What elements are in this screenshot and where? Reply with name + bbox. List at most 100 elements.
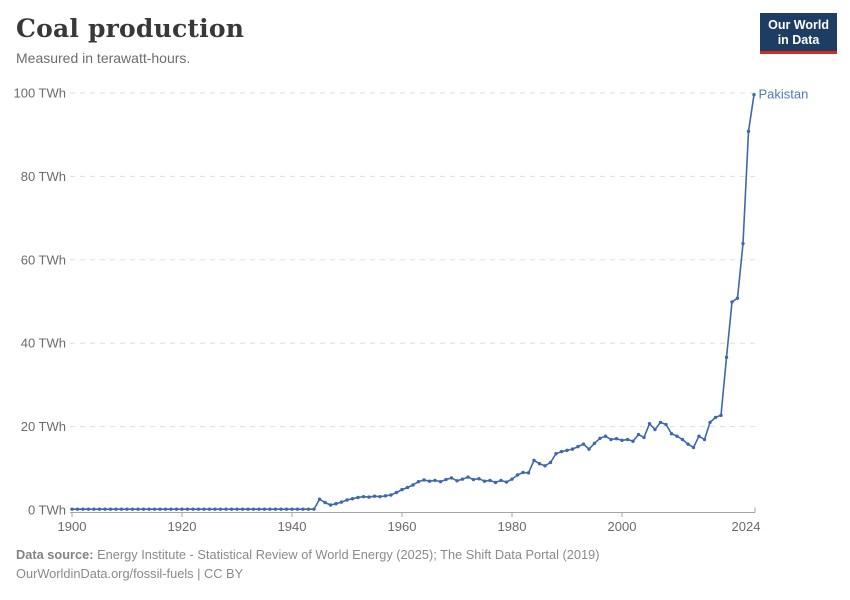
owid-logo[interactable]: Our World in Data (760, 13, 837, 54)
data-point[interactable] (268, 507, 272, 511)
data-point[interactable] (350, 497, 355, 501)
data-point[interactable] (262, 507, 267, 511)
data-point[interactable] (565, 448, 569, 453)
data-point[interactable] (400, 487, 404, 492)
data-point[interactable] (312, 507, 316, 511)
data-point[interactable] (125, 507, 129, 511)
data-point[interactable] (697, 434, 701, 438)
data-point[interactable] (229, 507, 234, 511)
data-point[interactable] (235, 507, 239, 511)
data-point[interactable] (499, 478, 503, 483)
data-point[interactable] (97, 507, 102, 511)
data-point[interactable] (345, 498, 349, 502)
data-point[interactable] (609, 437, 613, 442)
data-point[interactable] (620, 438, 624, 443)
data-point[interactable] (664, 422, 668, 427)
data-point[interactable] (367, 495, 371, 499)
data-point[interactable] (284, 507, 289, 511)
data-point[interactable] (702, 437, 707, 442)
data-point[interactable] (213, 507, 217, 511)
data-point[interactable] (191, 507, 195, 511)
data-point[interactable] (240, 507, 245, 511)
data-point[interactable] (686, 442, 690, 446)
data-point[interactable] (372, 494, 377, 498)
data-point[interactable] (279, 507, 283, 511)
data-point[interactable] (598, 436, 602, 440)
data-point[interactable] (114, 507, 118, 511)
data-point[interactable] (730, 300, 734, 304)
data-point[interactable] (625, 437, 630, 442)
data-point[interactable] (477, 477, 481, 481)
data-point[interactable] (592, 441, 597, 445)
data-point[interactable] (653, 427, 657, 432)
data-point[interactable] (317, 497, 322, 501)
data-point[interactable] (510, 477, 514, 481)
data-point[interactable] (438, 479, 443, 484)
data-point[interactable] (482, 479, 487, 483)
data-point[interactable] (669, 431, 674, 436)
data-point[interactable] (631, 439, 635, 443)
data-point[interactable] (504, 480, 509, 484)
data-point[interactable] (735, 296, 740, 300)
data-point[interactable] (515, 473, 520, 477)
data-point[interactable] (570, 447, 575, 451)
data-point[interactable] (554, 452, 558, 456)
data-point[interactable] (488, 478, 492, 483)
data-point[interactable] (152, 507, 157, 511)
data-point[interactable] (411, 483, 415, 487)
data-point[interactable] (141, 507, 146, 511)
data-point[interactable] (389, 493, 393, 497)
data-point[interactable] (218, 507, 223, 511)
data-point[interactable] (559, 449, 564, 454)
series-line-pakistan[interactable] (72, 94, 755, 510)
data-point[interactable] (301, 507, 305, 511)
data-point[interactable] (537, 462, 542, 466)
data-point[interactable] (306, 507, 311, 511)
data-point[interactable] (383, 494, 388, 498)
data-point[interactable] (713, 415, 718, 420)
data-point[interactable] (581, 442, 586, 446)
data-point[interactable] (158, 507, 162, 511)
data-point[interactable] (75, 507, 80, 511)
data-point[interactable] (273, 507, 278, 511)
data-point[interactable] (433, 478, 437, 483)
data-point[interactable] (603, 434, 608, 438)
data-point[interactable] (416, 479, 421, 484)
data-point[interactable] (169, 507, 173, 511)
data-point[interactable] (202, 507, 206, 511)
data-point[interactable] (691, 445, 696, 450)
data-point[interactable] (455, 479, 459, 483)
data-point[interactable] (548, 460, 553, 465)
data-point[interactable] (295, 507, 300, 511)
series-label-pakistan[interactable]: Pakistan (759, 87, 809, 102)
data-point[interactable] (746, 129, 751, 134)
data-point[interactable] (185, 507, 190, 511)
data-point[interactable] (108, 507, 113, 511)
data-point[interactable] (460, 477, 465, 481)
data-point[interactable] (290, 507, 294, 511)
data-point[interactable] (394, 490, 399, 495)
data-point[interactable] (658, 420, 663, 425)
data-point[interactable] (328, 503, 333, 507)
data-point[interactable] (196, 507, 201, 511)
data-point[interactable] (163, 507, 168, 511)
data-point[interactable] (642, 435, 646, 440)
data-point[interactable] (719, 413, 723, 418)
data-point[interactable] (378, 494, 382, 499)
data-point[interactable] (70, 507, 74, 511)
data-point[interactable] (174, 507, 179, 511)
data-point[interactable] (444, 477, 448, 482)
data-point[interactable] (543, 464, 547, 468)
data-point[interactable] (647, 421, 652, 426)
data-point[interactable] (207, 507, 212, 511)
data-point[interactable] (614, 436, 619, 441)
data-point[interactable] (103, 507, 107, 511)
data-point[interactable] (680, 437, 685, 442)
data-point[interactable] (427, 479, 432, 483)
data-point[interactable] (361, 494, 366, 499)
data-point[interactable] (675, 434, 679, 438)
data-point[interactable] (130, 507, 135, 511)
data-point[interactable] (708, 420, 712, 425)
line-chart[interactable]: 0 TWh 20 TWh 40 TWh 60 TWh 80 TWh 100 TWh 1900… (0, 0, 850, 545)
data-point[interactable] (147, 507, 151, 511)
